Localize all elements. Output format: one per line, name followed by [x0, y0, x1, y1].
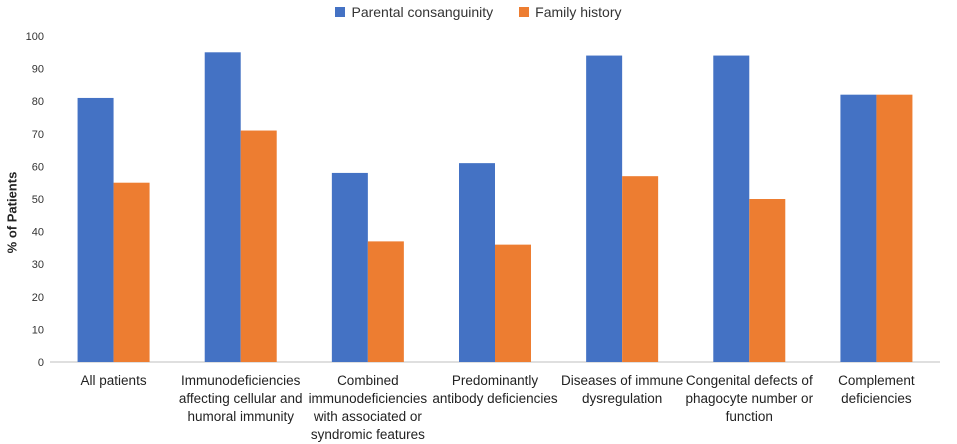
bar-family-history — [113, 182, 150, 362]
bar-parental-consanguinity — [713, 55, 750, 363]
bar-parental-consanguinity — [204, 52, 241, 363]
bar-family-history — [749, 199, 786, 362]
y-tick-label: 50 — [32, 194, 44, 206]
bar-parental-consanguinity — [586, 55, 623, 363]
x-tick-label: All patients — [80, 373, 147, 388]
legend-item-family-history: Family history — [519, 4, 622, 20]
y-tick-label: 30 — [32, 259, 44, 271]
legend-swatch-orange — [519, 7, 530, 17]
bar-parental-consanguinity — [331, 172, 368, 362]
bar-family-history — [240, 130, 277, 362]
bar-family-history — [495, 244, 531, 362]
bar-parental-consanguinity — [840, 94, 877, 363]
y-tick-label: 60 — [32, 161, 44, 173]
x-tick-label: Complement deficiencies — [838, 373, 915, 406]
y-tick-label: 40 — [32, 227, 44, 239]
x-tick-label: Congenital defects of phagocyte number o… — [685, 373, 814, 424]
legend-label: Parental consanguinity — [351, 4, 494, 20]
y-tick-label: 80 — [32, 96, 44, 108]
bar-family-history — [876, 94, 913, 363]
bar-family-history — [367, 241, 404, 362]
y-tick-label: 100 — [26, 31, 44, 43]
y-tick-label: 90 — [32, 64, 44, 76]
bar-parental-consanguinity — [459, 163, 495, 362]
x-tick-label: Combined immunodeficiencies with associa… — [308, 373, 428, 442]
legend-item-parental-consanguinity: Parental consanguinity — [335, 4, 493, 20]
y-tick-label: 10 — [32, 324, 44, 336]
legend-swatch-blue — [335, 7, 346, 17]
bar-family-history — [622, 176, 659, 362]
x-tick-label: Diseases of immune dysregulation — [560, 373, 684, 406]
y-tick-label: 0 — [38, 357, 44, 369]
y-tick-label: 20 — [32, 292, 44, 304]
x-tick-label: Predominantly antibody deficiencies — [432, 373, 558, 406]
y-tick-label: 70 — [32, 129, 44, 141]
bar-parental-consanguinity — [77, 97, 114, 362]
legend: Parental consanguinity Family history — [0, 4, 957, 20]
legend-label: Family history — [535, 4, 622, 20]
x-tick-label: Immunodeficiencies affecting cellular an… — [178, 373, 303, 424]
